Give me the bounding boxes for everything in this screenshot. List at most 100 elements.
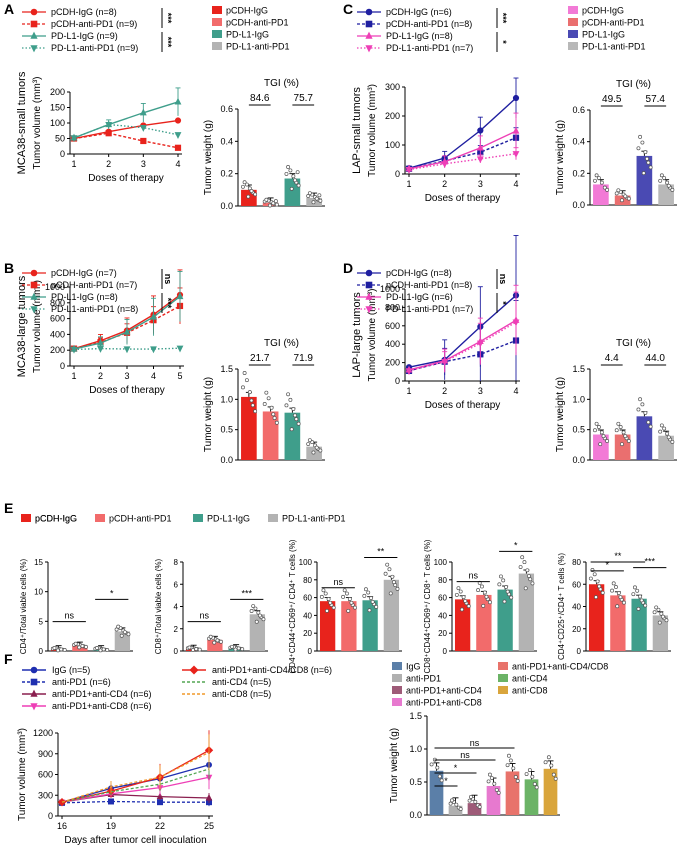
bar	[262, 411, 279, 460]
y-axis-label: CD4⁺CD25⁺/CD4⁺ T cells (%)	[557, 553, 566, 660]
y-axis-label: Tumor weight (g)	[389, 728, 400, 803]
series-line	[408, 339, 517, 372]
panel-letter: E	[4, 500, 13, 516]
data-point	[205, 793, 213, 801]
data-dot	[62, 648, 67, 652]
data-dot	[508, 758, 513, 763]
legend-label: anti-PD1	[406, 674, 441, 684]
sig-label: ns	[163, 274, 173, 285]
data-dot	[631, 592, 636, 597]
y-tick-label: 1000	[380, 284, 400, 294]
y-tick-label: 20	[572, 625, 581, 634]
data-dot	[593, 428, 597, 433]
data-point	[156, 792, 164, 800]
y-tick-label: 0	[395, 376, 400, 386]
data-dot	[505, 589, 510, 594]
x-tick-label: 1	[71, 159, 76, 169]
sig-label: **	[614, 551, 622, 561]
data-dot	[598, 442, 603, 447]
x-tick-label: 4	[175, 159, 180, 169]
data-dot	[660, 614, 665, 619]
bar	[636, 155, 653, 205]
y-tick-label: 0.2	[220, 169, 233, 179]
row-label: LAP-small tumors	[351, 87, 363, 174]
y-tick-label: 20	[438, 629, 447, 638]
series-line	[61, 751, 210, 803]
y-tick-label: 100	[385, 140, 400, 150]
legend-label: pCDH-anti-PD1	[109, 514, 172, 524]
legend-label: anti-CD4 (n=5)	[212, 677, 271, 687]
bar	[429, 770, 444, 815]
data-dot	[296, 421, 301, 426]
data-dot	[249, 609, 254, 613]
legend-swatch	[498, 674, 508, 682]
legend-label: anti-PD1+anti-CD8 (n=6)	[52, 701, 152, 711]
data-dot	[241, 184, 245, 189]
data-point	[139, 108, 147, 116]
data-dot	[670, 187, 675, 192]
data-point	[174, 132, 182, 139]
bar	[652, 615, 669, 651]
data-dot	[534, 785, 539, 790]
series-line	[408, 153, 517, 171]
y-tick-label: 0	[39, 647, 44, 656]
data-dot	[344, 591, 349, 596]
legend-label: pCDH-anti-PD1	[226, 18, 289, 28]
data-dot	[342, 588, 347, 593]
data-point	[441, 161, 449, 169]
legend-marker	[365, 31, 373, 39]
legend-label: anti-CD8 (n=5)	[212, 689, 271, 699]
data-dot	[215, 638, 220, 643]
y-tick-label: 200	[50, 345, 65, 355]
sig-label: ***	[241, 588, 252, 598]
y-tick-label: 0	[60, 361, 65, 371]
data-dot	[284, 171, 289, 176]
data-dot	[321, 588, 326, 593]
data-dot	[505, 763, 510, 768]
data-dot	[635, 588, 640, 593]
data-dot	[370, 599, 375, 604]
x-tick-label: 3	[141, 159, 146, 169]
data-dot	[618, 595, 623, 600]
legend-label: PD-L1-anti-PD1 (n=7)	[386, 304, 473, 314]
data-dot	[367, 608, 372, 613]
data-dot	[311, 200, 316, 205]
y-axis-label: Tumor volume (mm³)	[17, 728, 28, 821]
data-dot	[388, 591, 393, 596]
y-tick-label: 10	[34, 588, 43, 597]
legend-marker	[365, 45, 373, 53]
data-point	[476, 340, 484, 348]
data-dot	[247, 186, 252, 191]
series-line	[73, 101, 179, 139]
y-tick-label: 300	[38, 790, 53, 800]
y-tick-label: 100	[434, 558, 448, 567]
data-dot	[331, 605, 336, 610]
data-dot	[498, 574, 503, 579]
data-dot	[476, 588, 481, 593]
x-tick-label: 3	[124, 371, 129, 381]
bar	[497, 589, 513, 651]
legend-label: anti-PD1+anti-CD8	[406, 698, 482, 708]
data-point	[108, 798, 114, 805]
data-dot	[602, 185, 607, 190]
data-dot	[291, 407, 296, 411]
data-point	[123, 327, 131, 335]
data-dot	[646, 160, 651, 165]
legend-marker	[365, 20, 373, 28]
data-dot	[289, 186, 294, 191]
legend-swatch	[212, 18, 222, 26]
bar	[614, 434, 631, 460]
data-dot	[269, 405, 274, 410]
data-point	[150, 346, 157, 354]
data-dot	[477, 804, 482, 809]
y-tick-label: 0.2	[572, 168, 585, 178]
data-dot	[657, 620, 662, 625]
tgi-value: 84.6	[250, 93, 270, 104]
data-dot	[254, 619, 259, 624]
series-line	[408, 97, 517, 169]
series-line	[73, 132, 179, 149]
data-dot	[317, 193, 322, 198]
data-dot	[353, 605, 357, 610]
x-tick-label: 3	[478, 179, 483, 189]
legend-label: PD-L1-IgG (n=8)	[51, 292, 118, 302]
